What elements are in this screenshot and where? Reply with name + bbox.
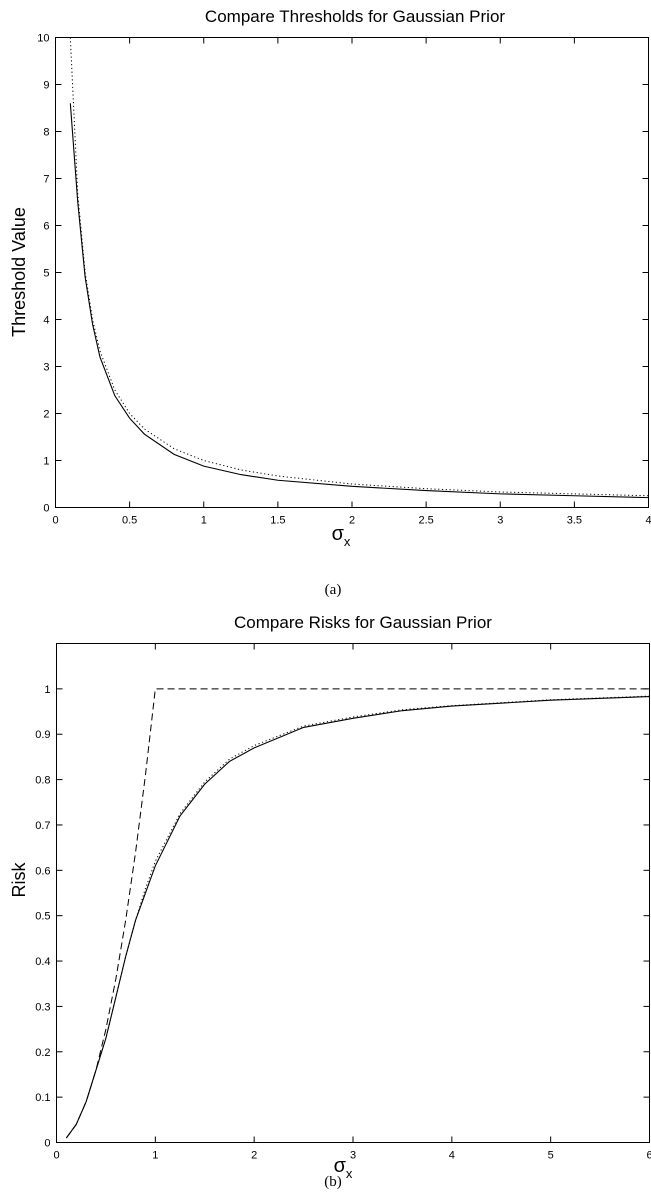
chart-a-x-tick-label: 4	[645, 515, 651, 527]
chart-a-title: Compare Thresholds for Gaussian Prior	[205, 7, 505, 26]
chart-b-series-dotted-line	[65, 695, 650, 1139]
chart-a-x-tick-label: 2.5	[418, 515, 433, 527]
chart-a-plot-area	[55, 37, 649, 508]
chart-a-y-tick-label: 2	[43, 409, 49, 421]
caption-b: (b)	[324, 1174, 342, 1190]
chart-b-y-tick-label: 0.6	[35, 865, 50, 877]
chart-b-y-tick-label: 0.5	[35, 911, 50, 923]
chart-b-y-axis-label: Risk	[9, 862, 29, 898]
chart-a-x-tick-label: 0	[52, 515, 58, 527]
chart-b: Compare Risks for Gaussian Prior 0 1 2 3 4 5 6…	[9, 613, 651, 1190]
chart-b-y-tick-label: 0	[44, 1138, 50, 1150]
chart-b-title: Compare Risks for Gaussian Prior	[234, 613, 492, 632]
chart-a-x-tick-label: 3.5	[567, 515, 582, 527]
chart-b-y-tick-label: 0.4	[35, 956, 50, 968]
chart-a-y-tick-label: 1	[43, 456, 49, 468]
chart-b-series-solid-line	[65, 696, 650, 1139]
chart-b-series-dashed-line	[65, 688, 650, 1139]
chart-a-y-tick-label: 8	[43, 127, 49, 139]
chart-a-x-tick-label: 2	[349, 515, 355, 527]
chart-a-y-axis-label: Threshold Value	[9, 207, 29, 337]
chart-b-series	[65, 688, 650, 1139]
chart-a-axes: 0 0.5 1 1.5 2 2.5 3 3.5 4 0 1 2 3 4 5 6 7 8 9 10	[37, 33, 651, 527]
chart-b-x-axis-label-symbol: σ	[334, 1155, 347, 1177]
chart-b-x-axis-label-sub: x	[346, 1166, 353, 1181]
chart-b-y-tick-label: 0.7	[35, 820, 50, 832]
chart-b-y-tick-label: 1	[44, 684, 50, 696]
chart-a-x-axis-label-sub: x	[344, 534, 351, 549]
chart-b-x-tick-label: 0	[53, 1150, 59, 1162]
chart-b-x-tick-label: 1	[152, 1150, 158, 1162]
chart-b-x-tick-label: 6	[646, 1150, 651, 1162]
chart-b-y-tick-label: 0.2	[35, 1047, 50, 1059]
chart-a-x-axis-label: σx	[332, 523, 351, 549]
chart-a-y-tick-label: 3	[43, 362, 49, 374]
chart-a-x-tick-label: 1	[201, 515, 207, 527]
chart-b-axes: 0 1 2 3 4 5 6 0 0.1 0.2 0.3 0.4 0.5 0.6 0.7 0.8 0.9 1	[35, 643, 651, 1162]
chart-b-x-axis-label: σx	[334, 1155, 353, 1181]
chart-b-y-tick-label: 0.8	[35, 775, 50, 787]
chart-a-y-tick-label: 0	[43, 503, 49, 515]
chart-a-y-tick-label: 10	[37, 33, 49, 45]
chart-b-x-tick-label: 3	[350, 1150, 356, 1162]
chart-a-x-tick-label: 0.5	[122, 515, 137, 527]
chart-a-series-solid-line	[69, 103, 649, 499]
chart-a-x-tick-label: 3	[497, 515, 503, 527]
chart-b-y-tick-label: 0.1	[35, 1092, 50, 1104]
chart-b-y-tick-label: 0.9	[35, 729, 50, 741]
chart-a-series-dotted-line	[69, 37, 649, 497]
chart-b-x-tick-label: 2	[251, 1150, 257, 1162]
chart-a-x-axis-label-symbol: σ	[332, 523, 345, 545]
chart-a-series	[69, 37, 649, 499]
chart-b-y-tick-label: 0.3	[35, 1001, 50, 1013]
caption-a: (a)	[325, 582, 342, 598]
chart-b-x-tick-label: 5	[548, 1150, 554, 1162]
chart-b-x-tick-label: 4	[449, 1150, 455, 1162]
chart-a-y-tick-label: 7	[43, 174, 49, 186]
chart-a-y-tick-label: 4	[43, 315, 49, 327]
chart-a-x-tick-label: 1.5	[270, 515, 285, 527]
chart-a-y-tick-label: 9	[43, 80, 49, 92]
chart-a-y-tick-label: 6	[43, 221, 49, 233]
chart-a-y-tick-label: 5	[43, 268, 49, 280]
